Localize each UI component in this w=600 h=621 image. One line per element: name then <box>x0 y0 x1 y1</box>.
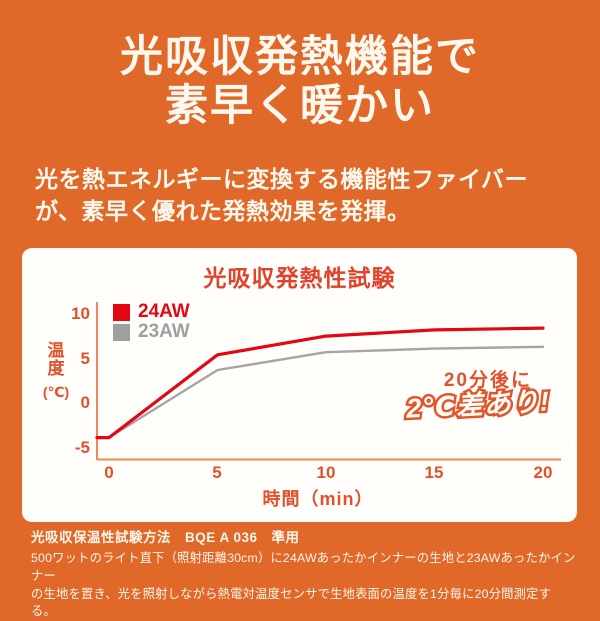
series-24aw-line <box>95 326 545 440</box>
legend-swatch-23aw <box>113 323 130 341</box>
x-tick-20: 20 <box>533 463 553 482</box>
legend-item-23aw: 23AW <box>113 321 190 342</box>
chart-title: 光吸収発熱性試験 <box>203 265 396 291</box>
lead-line2: が、素早く優れた発熱効果を発揮。 <box>35 198 411 225</box>
test-method-title: 光吸収保温性試験方法 BQE A 036 準用 <box>31 530 300 545</box>
chart-plot <box>95 302 561 461</box>
test-method-description: 500ワットのライト直下（照射距離30cm）に24AWあったかインナーの生地と2… <box>31 550 576 621</box>
footnote: 光吸収保温性試験方法 BQE A 036 準用 500ワットのライト直下（照射距… <box>31 526 576 621</box>
legend-item-24aw: 24AW <box>113 301 190 322</box>
test-method-line1: 500ワットのライト直下（照射距離30cm）に24AWあったかインナーの生地と2… <box>31 551 576 583</box>
test-method-line2: の生地を置き、光を照射しながら熱電対温度センサで生地表面の温度を1分毎に20分間… <box>31 586 552 619</box>
y-axis-title: 温度 (℃) <box>30 341 82 401</box>
y-tick-5: 5 <box>80 349 90 368</box>
y-axis-title-text: 温度 <box>47 341 65 379</box>
page-title-line2: 素早く暖かい <box>165 81 435 130</box>
lead-line1: 光を熱エネルギーに変換する機能性ファイバー <box>35 166 529 192</box>
y-axis-unit: (℃) <box>42 383 70 400</box>
header: 光吸収発熱機能で 素早く暖かい 光を熱エネルギーに変換する機能性ファイバー が、… <box>0 0 600 224</box>
x-tick-10: 10 <box>316 463 336 482</box>
lead-text: 光を熱エネルギーに変換する機能性ファイバー が、素早く優れた発熱効果を発揮。 <box>35 163 582 227</box>
page-title: 光吸収発熱機能で 素早く暖かい <box>0 0 600 130</box>
legend-swatch-24aw <box>113 303 130 321</box>
annotation-after-20min: 20分後に <box>443 370 532 391</box>
y-tick-0: 0 <box>80 393 90 412</box>
x-tick-5: 5 <box>212 463 222 482</box>
annotation-2deg-difference: 2℃差あり! 2℃差あり! <box>403 379 553 426</box>
legend-label-23aw: 23AW <box>138 321 190 342</box>
y-tick-10: 10 <box>71 304 90 323</box>
x-tick-0: 0 <box>104 463 114 482</box>
chart-panel: 光吸収発熱性試験 24AW 23AW 温度 (℃) 10 5 0 -5 0 5 <box>22 248 577 522</box>
page-title-line1: 光吸収発熱機能で <box>120 33 480 81</box>
y-tick-minus5: -5 <box>74 438 90 457</box>
legend-label-24aw: 24AW <box>138 301 190 322</box>
x-tick-15: 15 <box>424 463 444 482</box>
x-axis-title: 時間（min） <box>262 489 374 509</box>
chart-legend: 24AW 23AW <box>113 301 190 342</box>
